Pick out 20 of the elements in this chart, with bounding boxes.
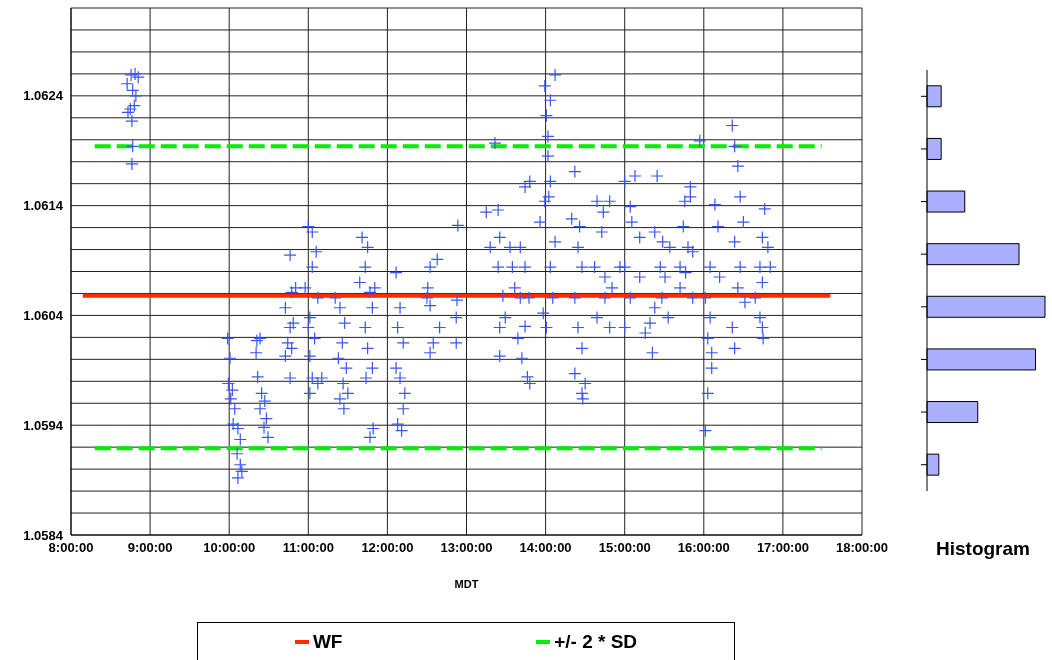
legend-label: +/- 2 * SD — [554, 631, 638, 653]
x-tick-label: 11:00:00 — [282, 540, 334, 556]
x-tick-label: 9:00:00 — [127, 540, 173, 556]
y-tick-label: 1.0594 — [23, 417, 64, 433]
y-tick-label: 1.0604 — [23, 308, 64, 324]
y-tick-label: 1.0614 — [23, 198, 64, 214]
x-tick-label: 17:00:00 — [756, 540, 809, 556]
x-tick-label: 15:00:00 — [598, 540, 651, 556]
y-tick-label: 1.0624 — [23, 88, 64, 104]
legend-label: WF — [312, 631, 343, 653]
x-tick-label: 14:00:00 — [519, 540, 572, 556]
x-tick-label: 13:00:00 — [440, 540, 493, 556]
x-tick-label: 8:00:00 — [48, 540, 94, 556]
x-tick-label: 12:00:00 — [361, 540, 414, 556]
y-tick-label: 1.0584 — [23, 527, 64, 543]
x-axis-title: MDT — [454, 578, 479, 590]
x-tick-label: 16:00:00 — [677, 540, 730, 556]
x-axis-title: Histogram — [936, 538, 1030, 560]
x-tick-label: 18:00:00 — [835, 540, 889, 556]
x-tick-label: 10:00:00 — [203, 540, 256, 556]
